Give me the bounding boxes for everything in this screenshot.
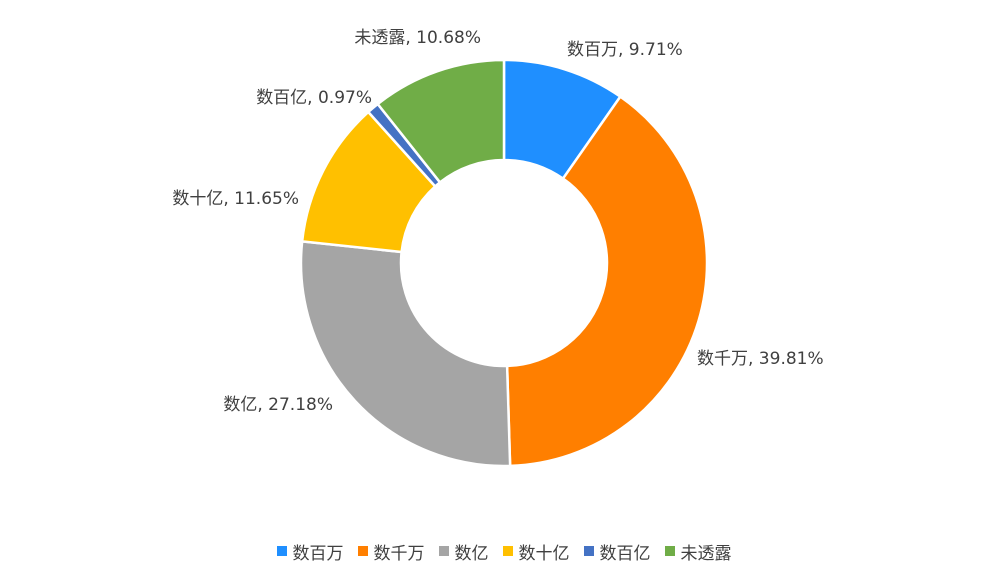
legend-swatch <box>502 546 513 556</box>
data-label-1: 数百万, 9.71% <box>567 40 683 60</box>
data-label-5: 数百亿, 0.97% <box>256 88 372 108</box>
legend-item-2: 数千万 <box>357 539 425 564</box>
legend-label: 数百亿 <box>599 543 651 564</box>
slice-2 <box>505 94 709 468</box>
legend-item-6: 未透露 <box>664 539 732 564</box>
legend-swatch <box>583 546 594 556</box>
legend-label: 数十亿 <box>518 543 570 564</box>
legend-item-3: 数亿 <box>438 539 489 564</box>
legend-swatch <box>438 546 449 556</box>
legend-label: 数千万 <box>373 543 425 564</box>
legend-swatch <box>664 546 675 556</box>
chart-legend: 数百万 数千万 数亿 数十亿 数百亿 未透露 <box>0 537 1008 565</box>
slice-6 <box>376 58 506 185</box>
legend-item-1: 数百万 <box>276 539 344 564</box>
legend-item-5: 数百亿 <box>583 539 651 564</box>
legend-label: 数亿 <box>454 543 489 564</box>
legend-label: 数百万 <box>292 543 344 564</box>
data-label-6: 未透露, 10.68% <box>354 28 481 48</box>
data-label-2: 数千万, 39.81% <box>697 349 824 369</box>
legend-item-4: 数十亿 <box>502 539 570 564</box>
chart-slices <box>299 58 709 468</box>
legend-swatch <box>357 546 368 556</box>
legend-label: 未透露 <box>680 543 732 564</box>
chart-data-labels: 数百万, 9.71% 数千万, 39.81% 数亿, 27.18% 数十亿, 11.6… <box>172 28 823 415</box>
slice-3 <box>299 239 512 468</box>
data-label-4: 数十亿, 11.65% <box>172 189 299 209</box>
data-label-3: 数亿, 27.18% <box>223 395 333 415</box>
legend-swatch <box>276 546 287 556</box>
